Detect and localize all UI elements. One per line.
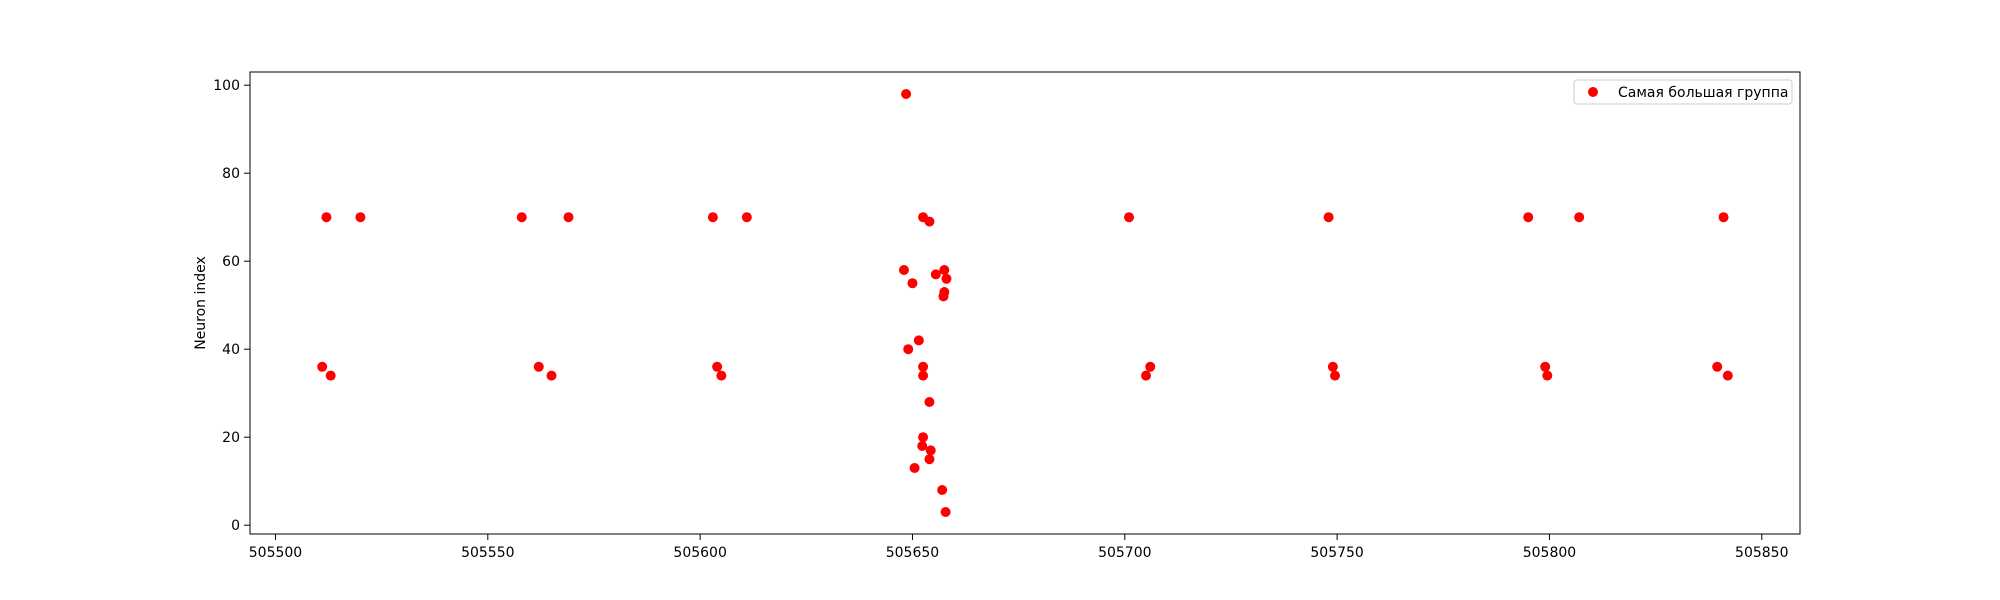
data-point xyxy=(1141,370,1152,381)
y-axis-label: Neuron index xyxy=(193,256,209,350)
data-point xyxy=(917,441,928,451)
data-point xyxy=(938,291,949,302)
data-point xyxy=(924,216,935,227)
data-point xyxy=(918,361,929,372)
y-tick-label: 20 xyxy=(222,430,240,446)
legend-marker xyxy=(1588,87,1598,97)
data-point xyxy=(1323,212,1334,223)
data-point xyxy=(325,370,336,381)
data-point xyxy=(355,212,366,223)
data-point xyxy=(1145,361,1156,372)
data-point xyxy=(907,278,918,289)
data-point xyxy=(903,344,914,355)
data-point xyxy=(1124,212,1135,223)
x-tick-label: 505800 xyxy=(1523,545,1576,561)
data-point xyxy=(533,361,544,372)
x-tick-label: 505700 xyxy=(1098,545,1151,561)
x-tick-label: 505500 xyxy=(249,545,302,561)
data-point xyxy=(913,335,924,346)
y-tick-label: 40 xyxy=(222,342,240,358)
data-point xyxy=(939,265,950,275)
data-point xyxy=(924,397,935,407)
plot-frame xyxy=(249,71,1801,535)
x-tick-label: 505600 xyxy=(673,545,726,561)
data-points xyxy=(317,89,1733,517)
data-point xyxy=(546,370,557,381)
data-point xyxy=(924,454,935,465)
data-point xyxy=(909,463,920,473)
data-point xyxy=(516,212,527,223)
x-axis-ticks: 505500 505550 505600 505650 505700 505750 5058… xyxy=(249,534,1789,561)
data-point xyxy=(1718,212,1729,223)
plot-area xyxy=(250,72,1800,534)
x-tick-label: 505750 xyxy=(1310,545,1363,561)
x-tick-label: 505850 xyxy=(1735,545,1788,561)
legend-box xyxy=(1573,79,1793,105)
data-point xyxy=(317,361,328,372)
data-point xyxy=(941,273,952,284)
y-axis-ticks: 0 20 40 60 80 100 xyxy=(213,78,250,534)
data-point xyxy=(1712,361,1723,372)
data-point xyxy=(563,212,574,223)
y-tick-label: 100 xyxy=(213,78,240,94)
data-point xyxy=(1327,361,1338,372)
legend: Самая большая группа xyxy=(1573,79,1793,105)
legend-label: Самая большая группа xyxy=(1618,85,1788,101)
data-point xyxy=(901,89,912,99)
data-point xyxy=(1330,370,1340,381)
data-point xyxy=(707,212,718,223)
data-point xyxy=(940,507,951,517)
data-point xyxy=(716,370,727,381)
data-point xyxy=(321,212,332,223)
data-point xyxy=(925,445,936,456)
y-tick-label: 0 xyxy=(231,518,240,534)
data-point xyxy=(712,361,723,372)
data-point xyxy=(937,485,948,495)
y-tick-label: 60 xyxy=(222,254,240,270)
data-point xyxy=(1574,212,1585,223)
data-point xyxy=(1722,370,1733,381)
data-point xyxy=(1523,212,1534,223)
data-point xyxy=(930,269,941,280)
data-point xyxy=(898,265,909,275)
y-tick-label: 80 xyxy=(222,166,240,182)
x-tick-label: 505650 xyxy=(886,545,939,561)
data-point xyxy=(918,432,929,443)
x-tick-label: 505550 xyxy=(461,545,514,561)
data-point xyxy=(918,370,929,381)
data-point xyxy=(741,212,752,223)
data-point xyxy=(1542,370,1553,381)
data-point xyxy=(1540,361,1551,372)
